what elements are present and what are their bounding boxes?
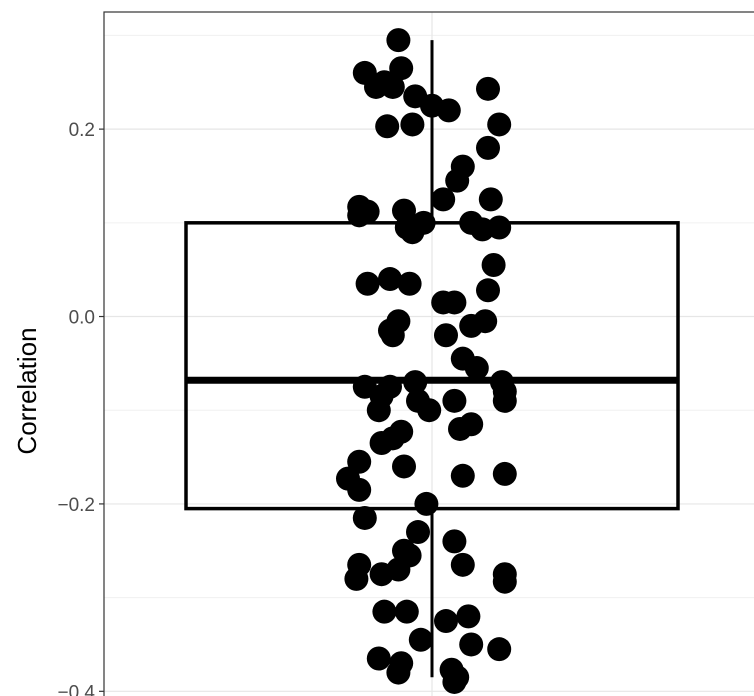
data-point xyxy=(456,604,481,629)
data-point xyxy=(389,56,414,81)
data-point xyxy=(355,271,380,296)
data-point xyxy=(380,74,405,99)
data-point xyxy=(400,220,425,245)
data-point xyxy=(450,552,475,577)
data-point xyxy=(369,431,394,456)
data-point xyxy=(442,529,467,554)
data-point xyxy=(492,569,517,594)
data-point xyxy=(492,461,517,486)
data-point xyxy=(487,215,512,240)
data-point xyxy=(476,76,500,101)
data-point xyxy=(473,309,498,334)
data-point xyxy=(406,520,430,545)
data-point xyxy=(487,112,512,137)
data-point xyxy=(369,562,394,587)
y-tick-label: 0.2 xyxy=(69,120,95,141)
data-point xyxy=(352,505,377,530)
y-tick-label: 0.0 xyxy=(69,308,95,329)
y-tick-label: −0.2 xyxy=(57,495,95,516)
data-point xyxy=(476,135,500,160)
data-point xyxy=(366,398,391,423)
y-tick-label: −0.4 xyxy=(57,682,95,696)
data-point xyxy=(417,398,442,423)
data-point xyxy=(459,632,484,657)
data-point xyxy=(478,187,503,212)
data-point xyxy=(380,323,405,348)
data-point xyxy=(464,356,489,381)
data-point xyxy=(434,609,458,634)
data-point xyxy=(448,416,472,441)
data-point xyxy=(386,28,411,53)
data-point xyxy=(366,646,391,671)
data-point xyxy=(378,267,402,292)
y-axis-ticks: −0.4 −0.2 0.0 0.2 xyxy=(57,120,104,696)
data-point xyxy=(372,599,397,624)
data-point xyxy=(347,203,372,228)
data-point xyxy=(386,660,411,685)
data-point xyxy=(487,637,512,662)
data-point xyxy=(442,669,467,694)
data-point xyxy=(442,290,467,315)
data-point xyxy=(392,454,416,479)
data-point xyxy=(450,463,475,488)
data-point xyxy=(492,388,517,413)
data-point xyxy=(403,370,428,395)
data-point xyxy=(408,627,433,652)
data-point xyxy=(375,114,400,139)
data-point xyxy=(434,323,458,348)
data-point xyxy=(394,599,419,624)
y-axis-title: Correlation xyxy=(12,327,42,454)
data-point xyxy=(364,74,388,99)
data-point xyxy=(414,491,439,516)
data-point xyxy=(481,252,506,277)
data-point xyxy=(445,168,470,193)
data-point xyxy=(442,388,467,413)
data-point xyxy=(476,278,500,303)
plot-panel-border xyxy=(103,11,754,696)
data-point xyxy=(431,187,456,212)
data-point xyxy=(347,449,372,474)
data-point xyxy=(400,112,425,137)
data-point xyxy=(397,271,422,296)
data-point xyxy=(436,98,461,123)
data-point xyxy=(347,477,372,502)
data-point xyxy=(344,566,369,591)
jitter-points xyxy=(336,28,517,694)
